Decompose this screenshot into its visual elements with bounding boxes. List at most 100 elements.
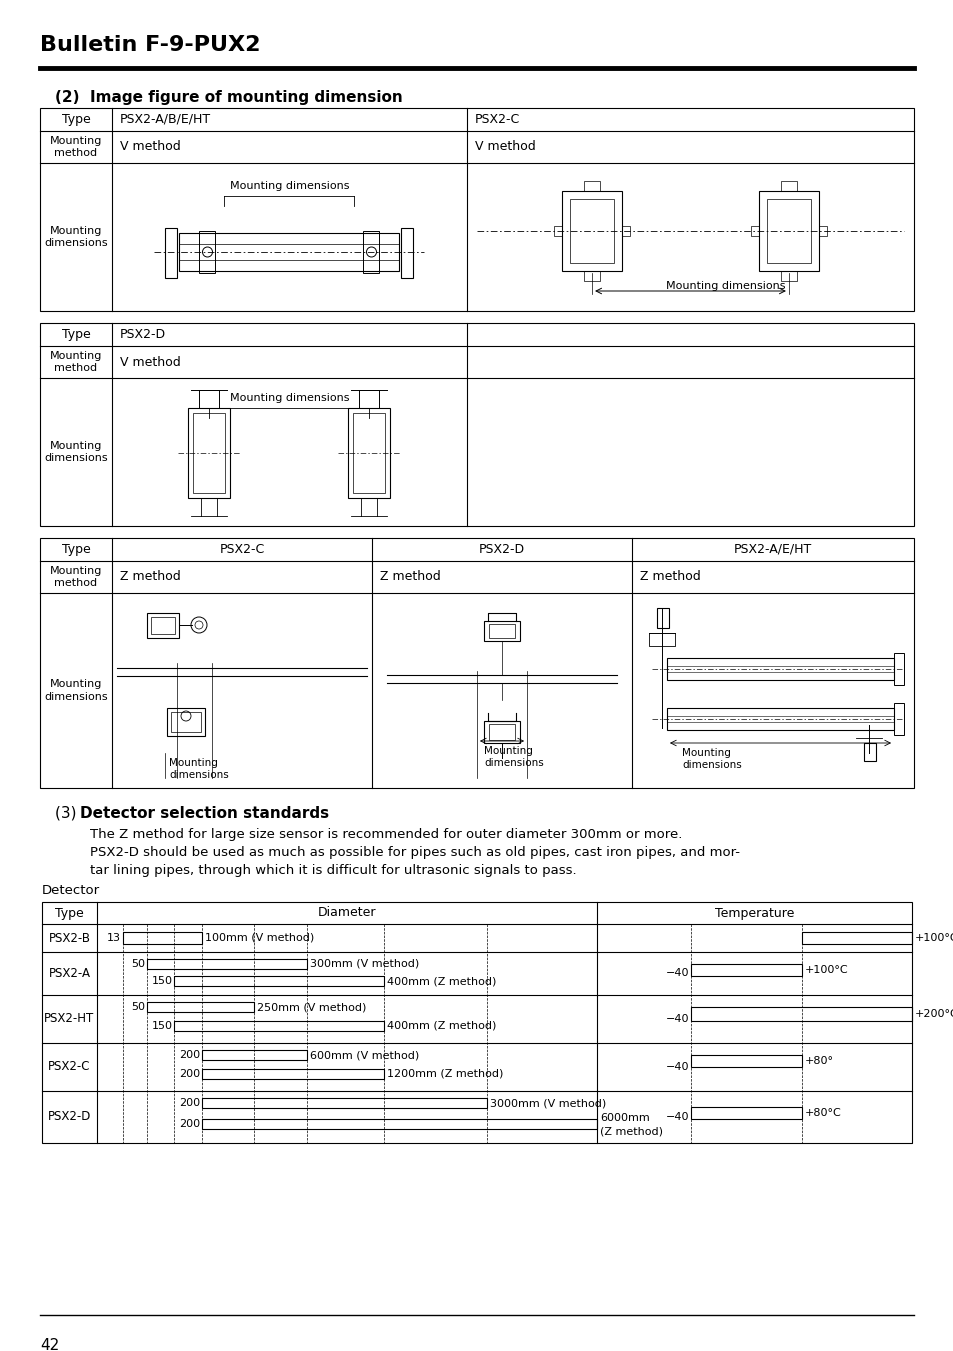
Text: Mounting
dimensions: Mounting dimensions — [44, 440, 108, 463]
Text: 50: 50 — [131, 959, 145, 969]
Text: PSX2-C: PSX2-C — [475, 113, 519, 126]
Bar — [691, 1106, 801, 1119]
Bar — [147, 613, 179, 638]
Text: 6000mm: 6000mm — [599, 1113, 649, 1123]
Text: 600mm (V method): 600mm (V method) — [310, 1050, 418, 1061]
Text: Mounting
dimensions: Mounting dimensions — [681, 748, 741, 770]
Text: (3): (3) — [55, 807, 86, 821]
Bar — [780, 181, 796, 190]
Bar — [123, 932, 202, 944]
Text: Mounting
dimensions: Mounting dimensions — [44, 226, 108, 249]
Text: 400mm (Z method): 400mm (Z method) — [387, 975, 497, 986]
Bar — [583, 272, 599, 281]
Text: Diameter: Diameter — [317, 907, 375, 920]
Bar — [483, 621, 519, 640]
Text: PSX2-HT: PSX2-HT — [45, 1012, 94, 1025]
Text: 200: 200 — [178, 1119, 200, 1129]
Text: 250mm (V method): 250mm (V method) — [257, 1002, 367, 1012]
Bar — [801, 932, 911, 944]
Bar — [561, 190, 621, 272]
Text: +100°C: +100°C — [804, 965, 847, 975]
Bar — [167, 708, 205, 736]
Text: PSX2-B: PSX2-B — [49, 931, 91, 944]
Bar — [147, 959, 307, 969]
Bar — [165, 228, 177, 278]
Bar — [570, 199, 614, 263]
Bar — [199, 231, 215, 273]
Bar — [818, 226, 826, 236]
Bar — [554, 226, 561, 236]
Bar — [780, 272, 796, 281]
Text: Temperature: Temperature — [714, 907, 793, 920]
Bar — [666, 658, 893, 680]
Text: Mounting dimensions: Mounting dimensions — [230, 393, 349, 403]
Bar — [40, 108, 913, 311]
Bar — [583, 181, 599, 190]
Text: 50: 50 — [131, 1002, 145, 1012]
Text: PSX2-D: PSX2-D — [120, 328, 166, 340]
Bar — [354, 413, 385, 493]
Text: Detector selection standards: Detector selection standards — [80, 807, 329, 821]
Bar — [147, 1002, 254, 1012]
Bar — [691, 1006, 911, 1021]
Text: 300mm (V method): 300mm (V method) — [310, 959, 418, 969]
Bar — [666, 708, 893, 730]
Text: 200: 200 — [178, 1069, 200, 1079]
Bar — [893, 653, 903, 685]
Bar — [893, 703, 903, 735]
Bar — [179, 232, 399, 272]
Bar — [401, 228, 413, 278]
Text: Mounting
method: Mounting method — [50, 136, 102, 158]
Bar — [750, 226, 758, 236]
Text: 150: 150 — [152, 1021, 172, 1031]
Text: 13: 13 — [107, 934, 121, 943]
Text: Mounting
method: Mounting method — [50, 566, 102, 588]
Text: PSX2-D: PSX2-D — [478, 543, 524, 557]
Bar — [42, 902, 911, 1143]
Text: PSX2-D should be used as much as possible for pipes such as old pipes, cast iron: PSX2-D should be used as much as possibl… — [90, 846, 740, 859]
Bar — [758, 190, 818, 272]
Text: 150: 150 — [152, 975, 172, 986]
Text: +80°C: +80°C — [804, 1108, 841, 1119]
Bar — [189, 408, 231, 499]
Text: Z method: Z method — [120, 570, 180, 584]
Text: −40: −40 — [665, 1015, 689, 1024]
Text: −40: −40 — [665, 1062, 689, 1071]
Bar — [40, 538, 913, 788]
Bar — [863, 743, 875, 761]
Bar — [202, 1050, 307, 1061]
Bar — [489, 624, 515, 638]
Text: 200: 200 — [178, 1098, 200, 1108]
Bar — [489, 724, 515, 740]
Text: V method: V method — [120, 355, 180, 369]
Text: (2)  Image figure of mounting dimension: (2) Image figure of mounting dimension — [55, 91, 402, 105]
Text: Z method: Z method — [379, 570, 440, 584]
Text: −40: −40 — [665, 1112, 689, 1121]
Bar — [40, 323, 913, 526]
Bar — [202, 1069, 384, 1079]
Bar — [691, 1055, 801, 1067]
Text: PSX2-C: PSX2-C — [49, 1061, 91, 1074]
Text: PSX2-C: PSX2-C — [219, 543, 264, 557]
Bar — [151, 617, 174, 634]
Text: The Z method for large size sensor is recommended for outer diameter 300mm or mo: The Z method for large size sensor is re… — [90, 828, 681, 842]
Bar — [202, 1098, 486, 1108]
Text: +80°: +80° — [804, 1056, 833, 1066]
Bar — [202, 1119, 597, 1129]
Text: −40: −40 — [665, 969, 689, 978]
Text: PSX2-A/E/HT: PSX2-A/E/HT — [733, 543, 811, 557]
Bar — [483, 721, 519, 743]
Text: Detector: Detector — [42, 884, 100, 897]
Bar — [691, 965, 801, 975]
Text: PSX2-A: PSX2-A — [49, 967, 91, 979]
Text: tar lining pipes, through which it is difficult for ultrasonic signals to pass.: tar lining pipes, through which it is di… — [90, 865, 576, 877]
Text: Mounting
dimensions: Mounting dimensions — [44, 680, 108, 701]
Text: +200°C: +200°C — [914, 1009, 953, 1019]
Text: Mounting
dimensions: Mounting dimensions — [483, 746, 543, 767]
Text: Mounting dimensions: Mounting dimensions — [665, 281, 784, 290]
Text: Type: Type — [55, 907, 84, 920]
Bar — [193, 413, 225, 493]
Text: Type: Type — [62, 543, 91, 557]
Bar — [766, 199, 810, 263]
Bar — [348, 408, 390, 499]
